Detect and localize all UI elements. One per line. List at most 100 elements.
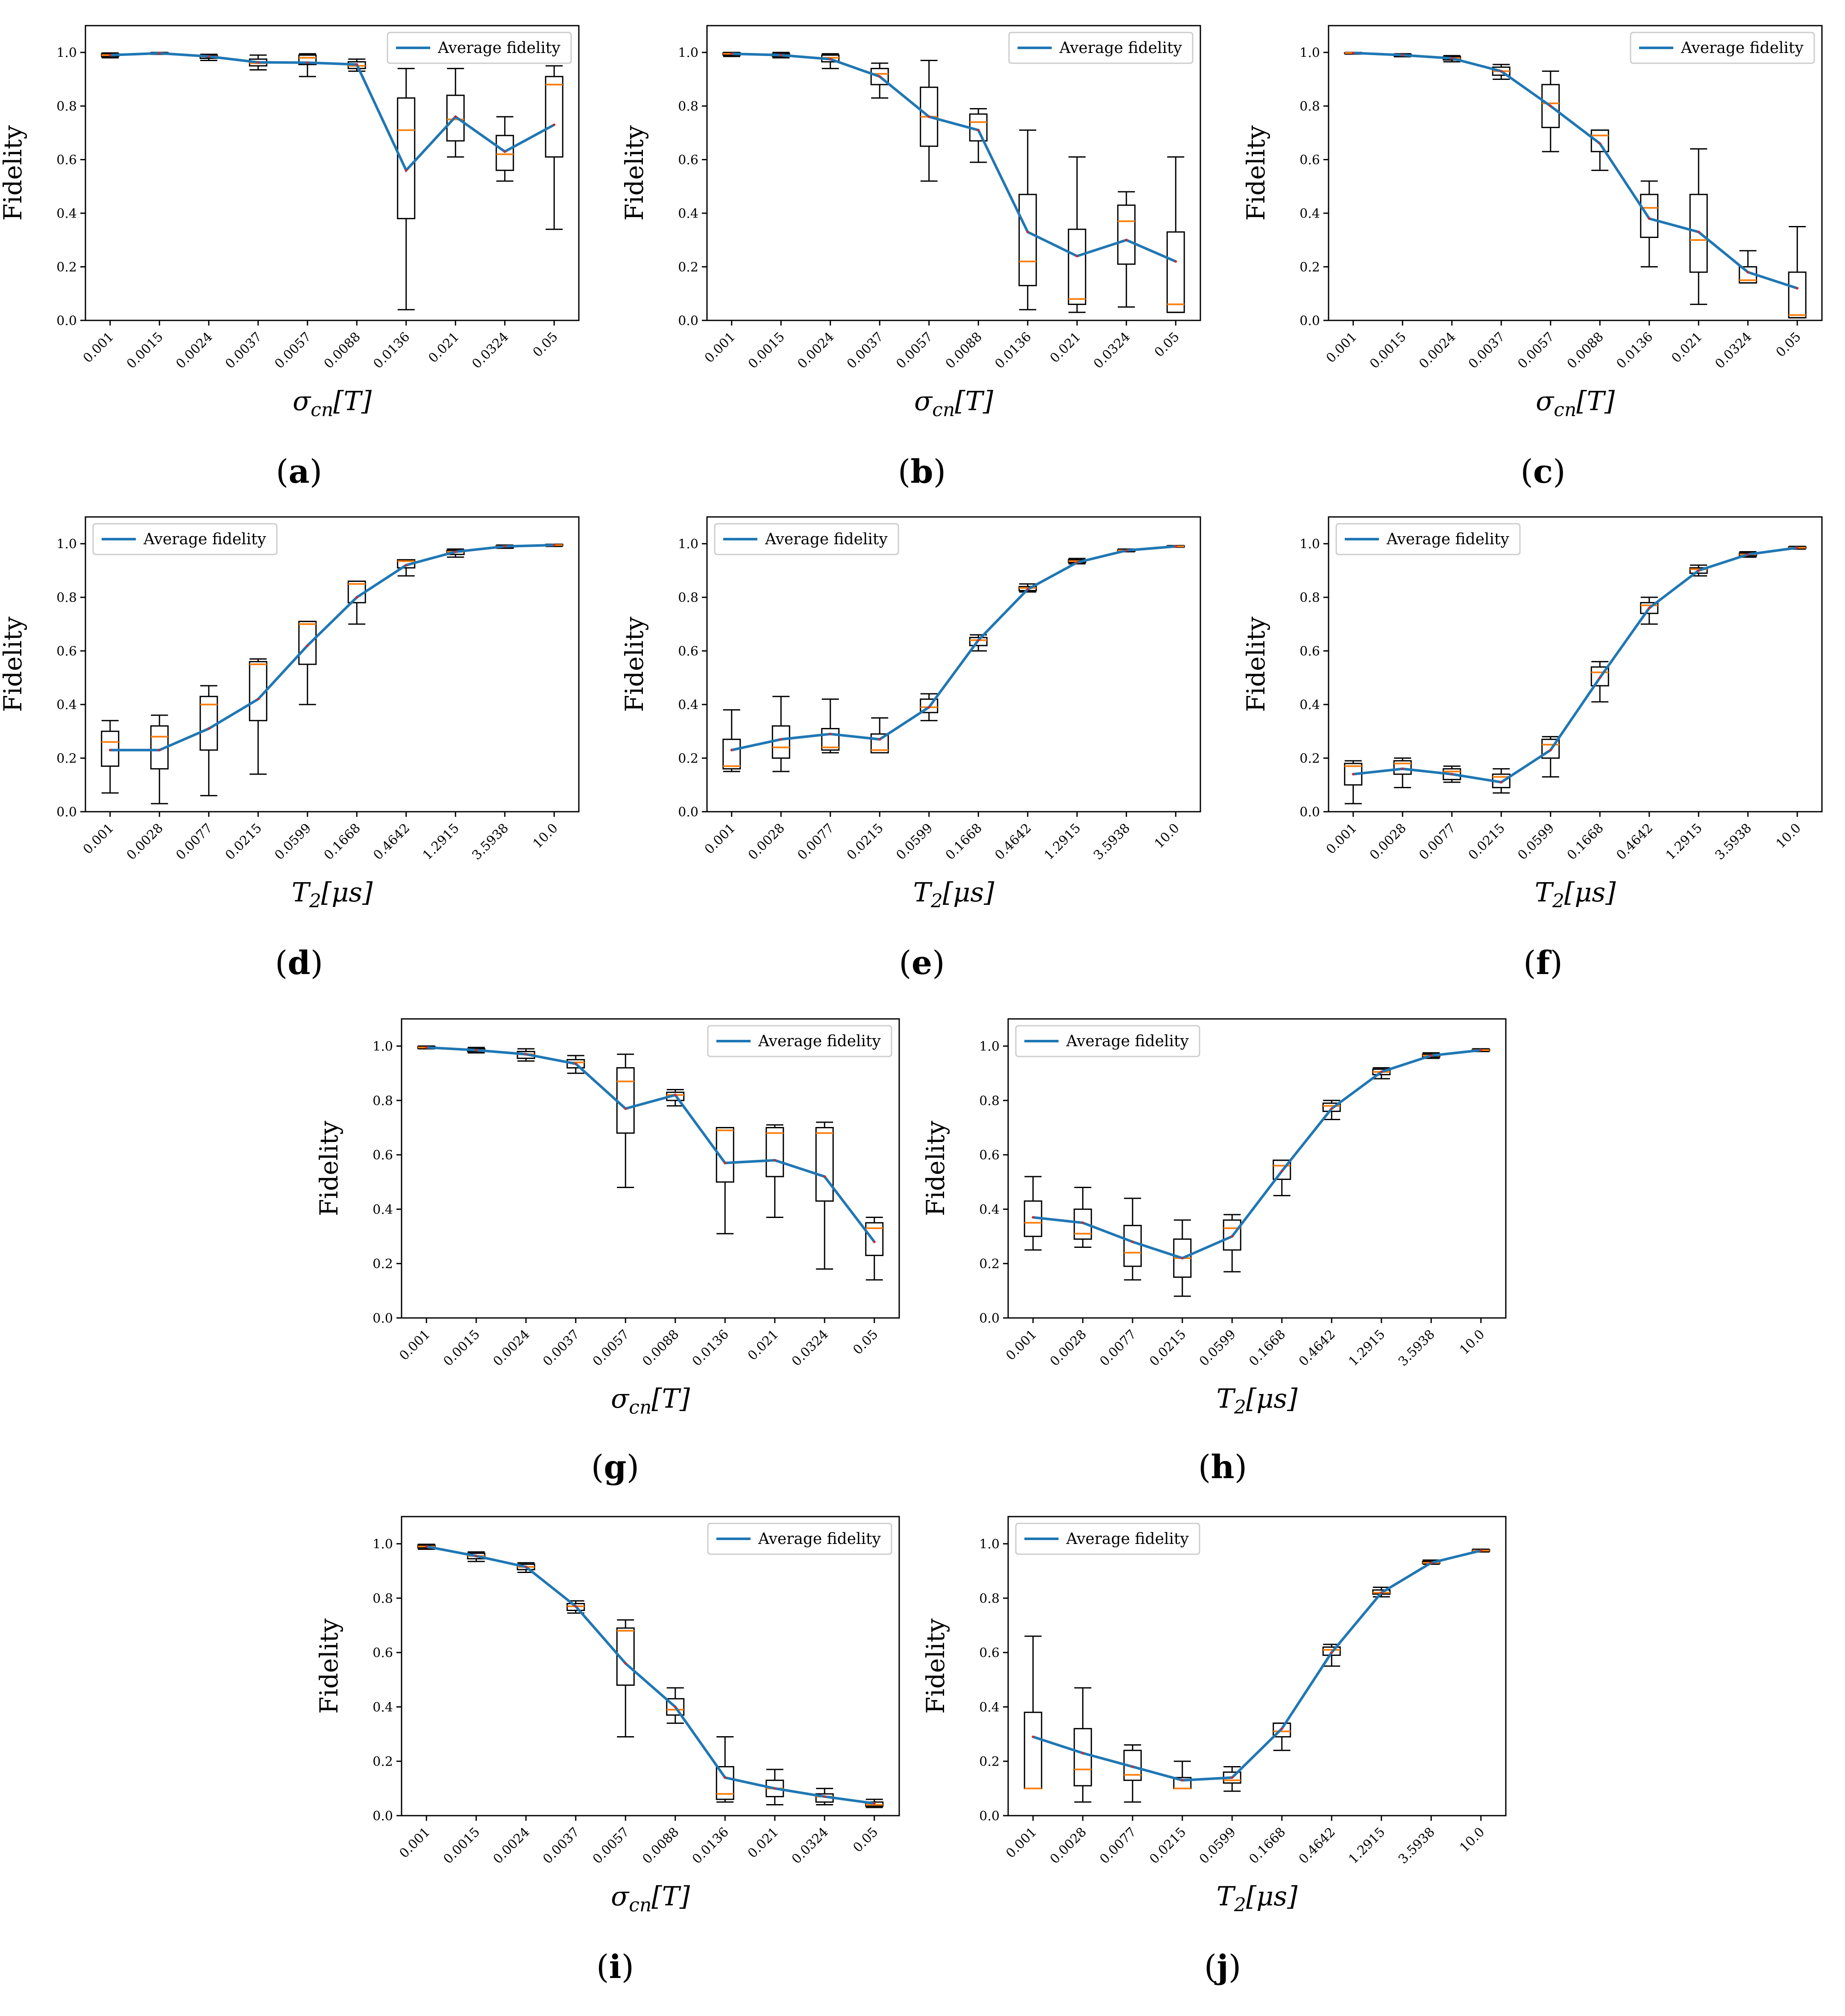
box-iqr: [1223, 1219, 1241, 1251]
x-tick-label: 0.0077: [1097, 1327, 1139, 1369]
box-iqr: [1640, 602, 1659, 614]
box-iqr: [870, 67, 889, 85]
panel-letter: (j): [1204, 1948, 1241, 1986]
y-tick-label: 1.0: [1299, 537, 1320, 552]
average-point: [1500, 781, 1503, 784]
y-tick-label: 1.0: [979, 1537, 1000, 1552]
average-point: [475, 1049, 478, 1052]
x-tick-label: 0.1668: [1246, 1327, 1288, 1369]
average-point: [873, 1240, 876, 1243]
y-tick-label: 0.8: [979, 1094, 1000, 1109]
box-b-6: [1018, 129, 1037, 311]
x-tick-label: 0.0136: [1613, 329, 1656, 372]
box-c-7: [1689, 148, 1708, 305]
x-label-unit: [μs]: [1246, 1881, 1298, 1912]
x-tick-label: 0.0077: [795, 821, 837, 863]
average-point: [1280, 1727, 1283, 1730]
y-tick-label: 0.2: [373, 1755, 393, 1770]
average-point: [927, 115, 930, 118]
x-tick-label: 0.0136: [992, 329, 1034, 372]
x-tick-label: 0.0057: [272, 329, 314, 372]
x-tick-label: 0.1668: [943, 821, 985, 863]
average-point: [109, 748, 111, 751]
average-point: [207, 727, 210, 730]
paren-close: ): [932, 944, 945, 982]
x-label-main: T: [1535, 877, 1555, 908]
y-tick-label: 0.6: [1299, 153, 1320, 168]
average-point: [158, 52, 161, 55]
plot-frame: [1328, 25, 1823, 321]
x-label-unit: [μs]: [321, 877, 373, 908]
x-tick-label: 10.0: [1773, 821, 1804, 851]
x-tick-label: 0.0015: [440, 1327, 483, 1369]
y-tick-label: 0.2: [56, 751, 77, 766]
x-label-subscript: 2: [1552, 890, 1564, 912]
y-tick-label: 0.4: [1299, 206, 1320, 221]
y-tick-label: 0.2: [678, 751, 698, 766]
x-axis-label: σcn[T]: [1536, 385, 1615, 421]
x-tick-label: 0.001: [1003, 1825, 1039, 1861]
panel-letter: (f): [1523, 944, 1563, 982]
x-tick-label: 0.0215: [1147, 1825, 1189, 1867]
average-point: [1131, 1765, 1134, 1768]
average-point: [674, 1094, 677, 1097]
average-point: [1125, 238, 1128, 241]
x-tick-label: 0.0015: [124, 329, 166, 372]
average-point: [1076, 561, 1079, 564]
box-h-4: [1223, 1214, 1241, 1273]
box-h-5: [1273, 1159, 1291, 1197]
average-point: [1500, 70, 1503, 73]
x-label-subscript: 2: [309, 890, 321, 912]
box-j-3: [1173, 1761, 1192, 1790]
paren-open: (: [898, 452, 911, 490]
box-iqr: [545, 76, 563, 158]
panel-letter: (c): [1520, 452, 1566, 490]
plot-frame: [706, 25, 1201, 321]
x-tick-label: 0.0057: [893, 329, 936, 372]
x-label-unit: [T]: [955, 385, 994, 417]
average-point: [780, 54, 783, 56]
average-point: [1430, 1561, 1433, 1564]
average-point: [878, 75, 881, 78]
panel-letter-text: i: [609, 1948, 622, 1986]
average-fidelity-line: [1353, 51, 1798, 290]
y-tick-label: 1.0: [979, 1039, 1000, 1054]
average-point: [525, 1053, 528, 1056]
x-label-main: σ: [1536, 385, 1555, 417]
box-f-6: [1640, 596, 1659, 625]
box-j-5: [1273, 1723, 1291, 1751]
box-iqr: [1068, 229, 1086, 305]
x-tick-label: 0.0215: [223, 821, 265, 863]
average-fidelity-line: [426, 1545, 875, 1805]
x-tick-label: 0.0024: [490, 1327, 533, 1369]
y-tick-label: 0.4: [373, 1202, 393, 1217]
box-a-8: [496, 116, 514, 182]
x-tick-label: 3.5938: [1396, 1327, 1438, 1369]
average-point: [1697, 569, 1700, 572]
average-point: [1697, 231, 1700, 233]
x-tick-label: 0.001: [80, 821, 117, 857]
average-point: [1081, 1752, 1084, 1755]
x-tick-label: 1.2915: [1663, 821, 1705, 863]
y-tick-label: 1.0: [1299, 46, 1320, 61]
y-tick-label: 0.4: [1299, 698, 1320, 713]
box-iqr: [1322, 1102, 1341, 1112]
y-tick-label: 1.0: [678, 46, 698, 61]
average-point: [624, 1662, 627, 1665]
legend-label: Average fidelity: [765, 531, 888, 548]
plot-frame: [401, 1018, 900, 1319]
x-tick-label: 0.0057: [590, 1825, 632, 1867]
average-point: [1032, 1735, 1035, 1738]
box-b-7: [1068, 156, 1086, 313]
x-tick-label: 0.0324: [1712, 329, 1754, 372]
y-tick-label: 0.0: [678, 314, 698, 329]
box-iqr: [920, 698, 939, 713]
x-tick-label: 0.4642: [1613, 821, 1656, 863]
panel-letter-text: h: [1211, 1448, 1234, 1486]
y-tick-label: 1.0: [678, 537, 698, 552]
average-point: [1746, 553, 1749, 556]
average-point: [823, 1795, 826, 1798]
x-tick-label: 0.0037: [223, 329, 265, 372]
